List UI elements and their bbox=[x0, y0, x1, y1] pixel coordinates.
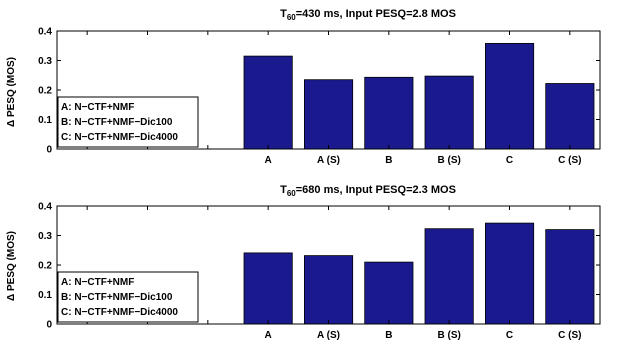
legend-entry-b: B: N−CTF+NMF−Dic100 bbox=[61, 292, 173, 303]
chart-bottom: T60=680 ms, Input PESQ=2.3 MOS Δ PESQ (M… bbox=[6, 184, 601, 341]
x-tick-label: C (S) bbox=[558, 155, 581, 166]
bar-b bbox=[364, 261, 414, 325]
chart-top: T60=430 ms, Input PESQ=2.8 MOS Δ PESQ (M… bbox=[6, 8, 601, 166]
bar-a bbox=[243, 55, 293, 150]
x-tick-label: C bbox=[506, 155, 513, 166]
y-tick-label: 0.1 bbox=[38, 290, 52, 301]
x-tick-label: B bbox=[385, 155, 392, 166]
x-tick-label: A bbox=[265, 155, 272, 166]
bar-b-s bbox=[424, 228, 474, 325]
bar-a-s bbox=[303, 255, 354, 325]
legend-entry-a: A: N−CTF+NMF bbox=[61, 277, 134, 288]
x-tick-label: B (S) bbox=[437, 155, 460, 166]
y-tick-label: 0 bbox=[46, 145, 52, 156]
y-tick-label: 0.3 bbox=[38, 56, 52, 67]
x-tick-label: B bbox=[385, 330, 392, 341]
bar-b-s bbox=[424, 75, 474, 150]
bar-a bbox=[243, 252, 293, 325]
y-tick-label: 0.3 bbox=[38, 231, 52, 242]
x-tick-label: A (S) bbox=[317, 330, 340, 341]
bar-b bbox=[364, 76, 414, 150]
legend: A: N−CTF+NMF B: N−CTF+NMF−Dic100 C: N−CT… bbox=[57, 271, 199, 323]
y-tick-label: 0.1 bbox=[38, 115, 52, 126]
legend-entry-c: C: N−CTF+NMF−Dic4000 bbox=[61, 307, 178, 318]
y-tick-label: 0.4 bbox=[38, 27, 52, 38]
bar-c-s bbox=[545, 83, 595, 150]
y-axis-label: Δ PESQ (MOS) bbox=[6, 57, 17, 127]
y-tick-label: 0.4 bbox=[38, 202, 52, 213]
bar-c-s bbox=[545, 229, 595, 325]
x-tick-label: C (S) bbox=[558, 330, 581, 341]
legend-box bbox=[57, 96, 199, 148]
chart-title: T60=430 ms, Input PESQ=2.8 MOS bbox=[280, 8, 456, 22]
x-tick-label: A (S) bbox=[317, 155, 340, 166]
bar-c bbox=[484, 222, 535, 325]
x-tick-label: A bbox=[265, 330, 272, 341]
legend-box bbox=[57, 271, 199, 323]
legend-entry-b: B: N−CTF+NMF−Dic100 bbox=[61, 117, 173, 128]
y-axis-label: Δ PESQ (MOS) bbox=[6, 231, 17, 301]
x-tick-label: B (S) bbox=[437, 330, 460, 341]
chart-title: T60=680 ms, Input PESQ=2.3 MOS bbox=[280, 184, 456, 198]
bar-a-s bbox=[303, 79, 354, 150]
legend-entry-c: C: N−CTF+NMF−Dic4000 bbox=[61, 132, 178, 143]
y-tick-label: 0.2 bbox=[38, 86, 52, 97]
bar-c bbox=[484, 43, 535, 150]
y-tick-label: 0 bbox=[46, 320, 52, 331]
y-tick-label: 0.2 bbox=[38, 261, 52, 272]
legend: A: N−CTF+NMF B: N−CTF+NMF−Dic100 C: N−CT… bbox=[57, 96, 199, 148]
x-tick-label: C bbox=[506, 330, 513, 341]
legend-entry-a: A: N−CTF+NMF bbox=[61, 102, 134, 113]
